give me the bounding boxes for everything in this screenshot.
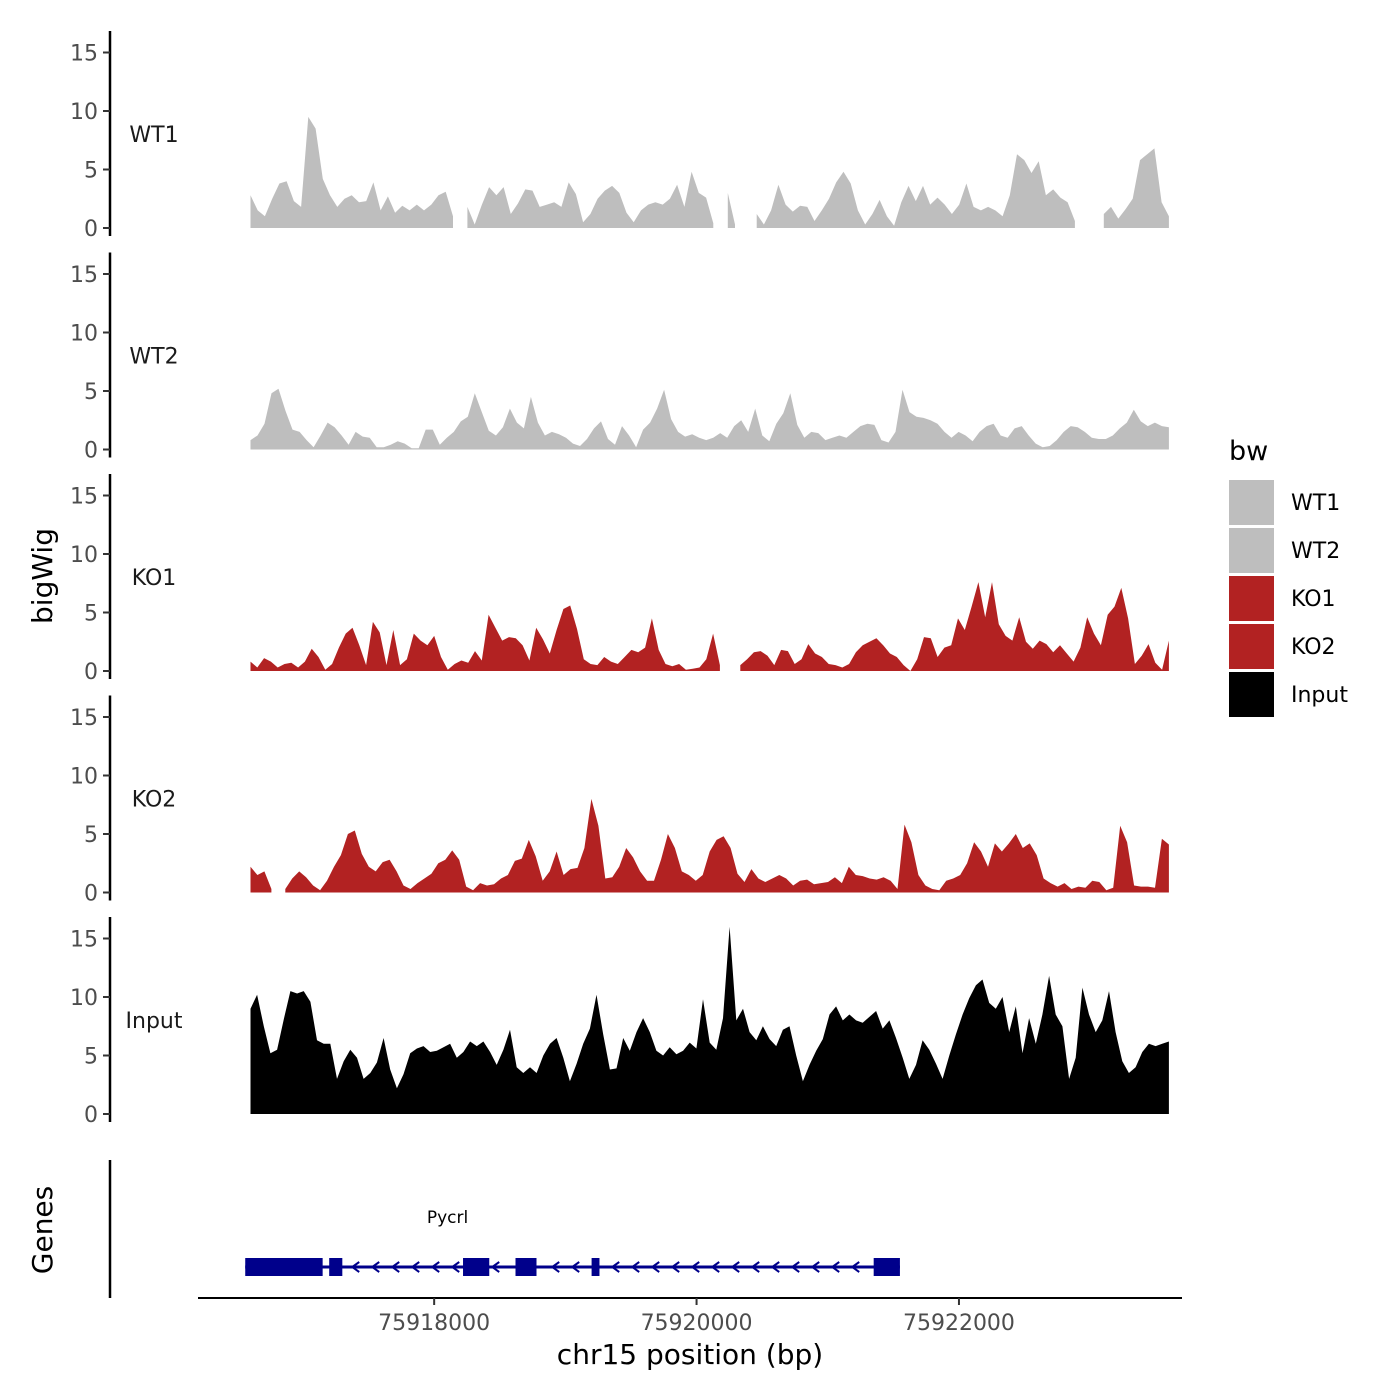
gene-exon — [245, 1258, 323, 1276]
legend-label-wt1: WT1 — [1291, 491, 1340, 516]
track-label-wt1: WT1 — [129, 123, 178, 148]
legend-label-ko1: KO1 — [1291, 587, 1336, 612]
area-wt2-segment — [250, 388, 1169, 450]
y-tick-label: 15 — [70, 485, 98, 510]
strand-arrow — [570, 1261, 580, 1273]
strand-arrow — [650, 1261, 660, 1273]
x-tick-label: 75920000 — [641, 1311, 753, 1336]
strand-arrow — [750, 1261, 760, 1273]
y-tick-label: 5 — [84, 602, 98, 627]
gene-name-label: Pycrl — [427, 1208, 468, 1228]
area-ko1-segment — [740, 582, 1169, 671]
track-label-wt2: WT2 — [129, 345, 178, 370]
legend: bw WT1 WT2 KO1 KO2 Input — [1229, 436, 1348, 717]
legend-label-wt2: WT2 — [1291, 539, 1340, 564]
strand-arrow — [490, 1261, 500, 1273]
track-label-ko2: KO2 — [132, 788, 177, 813]
strand-arrow — [450, 1261, 460, 1273]
x-ticks: 75918000 75920000 75922000 — [378, 1298, 1015, 1336]
area-wt1-segment — [727, 192, 735, 228]
strand-arrow — [810, 1261, 820, 1273]
area-wt1-segment — [250, 116, 453, 228]
gene-exon — [873, 1258, 900, 1276]
genes-axis-title: Genes — [26, 1186, 59, 1274]
track-wt2: 0 5 10 15 WT2 — [70, 252, 1169, 464]
gene-exon — [515, 1258, 537, 1276]
strand-arrow — [350, 1261, 360, 1273]
legend-swatch-ko1 — [1229, 576, 1274, 621]
area-ko2-segment — [285, 798, 1169, 893]
legend-label-ko2: KO2 — [1291, 635, 1336, 660]
strand-arrow — [730, 1261, 740, 1273]
track-ko2: 0 5 10 15 KO2 — [70, 695, 1169, 907]
legend-swatch-wt1 — [1229, 480, 1274, 525]
y-axis-title: bigWig — [26, 528, 59, 624]
strand-arrow — [610, 1261, 620, 1273]
strand-arrow — [770, 1261, 780, 1273]
legend-swatch-wt2 — [1229, 528, 1274, 573]
y-tick-label: 10 — [70, 543, 98, 568]
gene-exon — [463, 1258, 490, 1276]
legend-swatch-input — [1229, 672, 1274, 717]
gene-models: Pycrl — [245, 1208, 900, 1276]
x-tick-label: 75922000 — [903, 1311, 1015, 1336]
y-tick-label: 0 — [84, 882, 98, 907]
legend-label-input: Input — [1291, 683, 1348, 708]
strand-arrow — [850, 1261, 860, 1273]
legend-title: bw — [1229, 436, 1268, 467]
strand-arrow — [670, 1261, 680, 1273]
track-wt1: 0 5 10 15 WT1 — [70, 31, 1169, 242]
area-ko1-segment — [250, 605, 720, 671]
track-input: 0 5 10 15 Input — [70, 917, 1169, 1128]
strand-arrow — [550, 1261, 560, 1273]
y-tick-label: 0 — [84, 217, 98, 242]
strand-arrow — [390, 1261, 400, 1273]
strand-arrow — [790, 1261, 800, 1273]
area-ko2-segment — [250, 866, 272, 893]
y-tick-label: 0 — [84, 439, 98, 464]
track-label-input: Input — [126, 1009, 183, 1034]
y-tick-label: 5 — [84, 380, 98, 405]
area-wt1-segment — [1103, 148, 1169, 228]
y-tick-label: 0 — [84, 1103, 98, 1128]
y-tick-label: 10 — [70, 986, 98, 1011]
x-tick-label: 75918000 — [378, 1311, 490, 1336]
y-tick-label: 5 — [84, 159, 98, 184]
area-wt1-segment — [756, 154, 1075, 228]
gene-panel: Genes Pycrl — [26, 1160, 900, 1298]
strand-arrow — [830, 1261, 840, 1273]
y-tick-label: 10 — [70, 100, 98, 125]
strand-arrow — [430, 1261, 440, 1273]
y-tick-label: 5 — [84, 1045, 98, 1070]
area-wt1-segment — [467, 171, 714, 228]
strand-arrow — [710, 1261, 720, 1273]
x-axis-title: chr15 position (bp) — [557, 1338, 823, 1371]
y-tick-label: 10 — [70, 765, 98, 790]
x-axis: 75918000 75920000 75922000 chr15 position … — [198, 1297, 1182, 1371]
y-tick-label: 5 — [84, 823, 98, 848]
strand-arrow — [370, 1261, 380, 1273]
strand-arrow — [630, 1261, 640, 1273]
y-tick-label: 15 — [70, 706, 98, 731]
legend-items: WT1 WT2 KO1 KO2 Input — [1229, 480, 1348, 717]
y-tick-label: 15 — [70, 42, 98, 67]
bigwig-tracks: 0 5 10 15 WT1 0 5 10 15 WT2 0 5 10 15 KO1 0 5 10 15 KO2 0 5 10… — [70, 31, 1169, 1128]
legend-swatch-ko2 — [1229, 624, 1274, 669]
track-label-ko1: KO1 — [132, 566, 177, 591]
y-tick-label: 15 — [70, 928, 98, 953]
y-tick-label: 0 — [84, 660, 98, 685]
track-ko1: 0 5 10 15 KO1 — [70, 474, 1169, 685]
area-input-segment — [250, 926, 1169, 1114]
strand-arrow — [410, 1261, 420, 1273]
gene-pycrl: Pycrl — [245, 1208, 900, 1276]
gene-exon — [329, 1258, 343, 1276]
y-tick-label: 10 — [70, 322, 98, 347]
strand-arrow — [690, 1261, 700, 1273]
y-tick-label: 15 — [70, 263, 98, 288]
gene-exon — [591, 1258, 600, 1276]
